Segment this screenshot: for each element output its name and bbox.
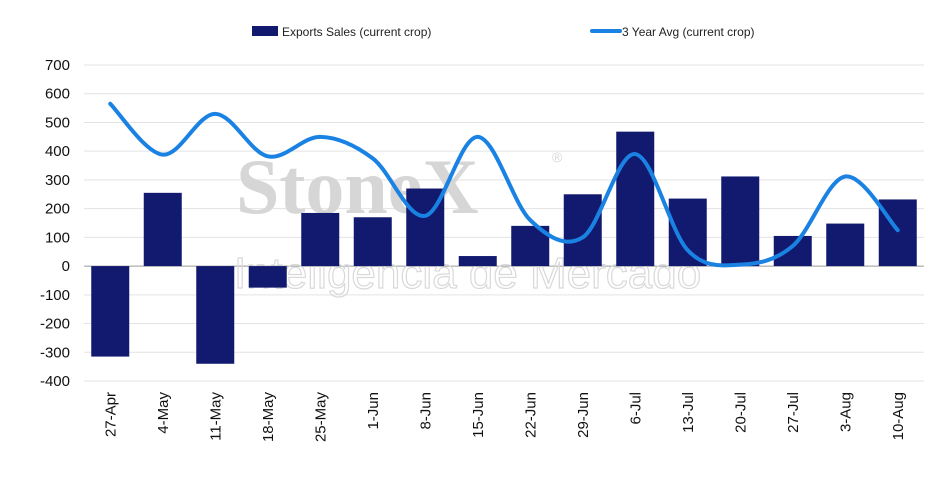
legend: Exports Sales (current crop) 3 Year Avg … bbox=[252, 25, 755, 39]
bar-11-may bbox=[196, 266, 235, 364]
x-tick-label: 4-May bbox=[155, 392, 172, 434]
bar-series bbox=[91, 131, 917, 364]
x-tick-label: 27-Apr bbox=[102, 392, 119, 437]
bar-18-may bbox=[248, 266, 287, 288]
bar-29-jun bbox=[563, 194, 602, 267]
line-series bbox=[108, 101, 900, 268]
x-axis: 27-Apr 4-May 11-May 18-May 25-May 1-Jun 8-Jun 1… bbox=[102, 392, 907, 443]
x-tick-label: 13-Jul bbox=[680, 392, 697, 433]
y-tick-label: -300 bbox=[40, 344, 70, 361]
y-tick-label: 400 bbox=[45, 143, 70, 160]
bar-1-jun bbox=[353, 217, 392, 267]
bar-27-apr bbox=[91, 266, 130, 357]
legend-label-3yr-avg: 3 Year Avg (current crop) bbox=[622, 25, 755, 39]
bar-4-may bbox=[143, 192, 182, 267]
legend-label-exports-sales: Exports Sales (current crop) bbox=[282, 25, 431, 39]
bar-15-jun bbox=[458, 256, 497, 267]
bar-6-jul bbox=[616, 131, 655, 267]
y-axis: -400 -300 -200 -100 0 100 200 300 400 500 600 700 bbox=[40, 57, 70, 390]
bar-20-jul bbox=[721, 176, 760, 267]
y-tick-label: 300 bbox=[45, 172, 70, 189]
y-tick-label: 200 bbox=[45, 201, 70, 218]
y-tick-label: 600 bbox=[45, 86, 70, 103]
x-tick-label: 8-Jun bbox=[417, 392, 434, 430]
y-tick-label: 100 bbox=[45, 229, 70, 246]
y-tick-label: 700 bbox=[45, 57, 70, 74]
watermark-registered-mark: ® bbox=[552, 149, 563, 165]
y-tick-label: 500 bbox=[45, 114, 70, 131]
x-tick-label: 29-Jun bbox=[575, 392, 592, 438]
y-tick-label: -100 bbox=[40, 287, 70, 304]
bar-25-may bbox=[301, 212, 340, 267]
x-tick-label: 22-Jun bbox=[522, 392, 539, 438]
y-tick-label: -200 bbox=[40, 316, 70, 333]
y-tick-label: -400 bbox=[40, 373, 70, 390]
x-tick-label: 27-Jul bbox=[785, 392, 802, 433]
x-tick-label: 25-May bbox=[312, 392, 329, 443]
x-tick-label: 11-May bbox=[207, 392, 224, 441]
bar-3-aug bbox=[826, 223, 865, 267]
x-tick-label: 10-Aug bbox=[890, 392, 907, 440]
bar-27-jul bbox=[773, 235, 812, 267]
x-tick-label: 6-Jul bbox=[627, 392, 644, 425]
x-tick-label: 3-Aug bbox=[837, 392, 854, 432]
x-tick-label: 20-Jul bbox=[732, 392, 749, 433]
x-tick-label: 15-Jun bbox=[470, 392, 487, 438]
y-tick-label: 0 bbox=[62, 258, 70, 275]
legend-swatch-exports-sales bbox=[252, 26, 278, 36]
x-tick-label: 1-Jun bbox=[365, 392, 382, 430]
bar-13-jul bbox=[668, 198, 707, 267]
x-tick-label: 18-May bbox=[260, 392, 277, 443]
avg-line-path bbox=[108, 101, 900, 268]
